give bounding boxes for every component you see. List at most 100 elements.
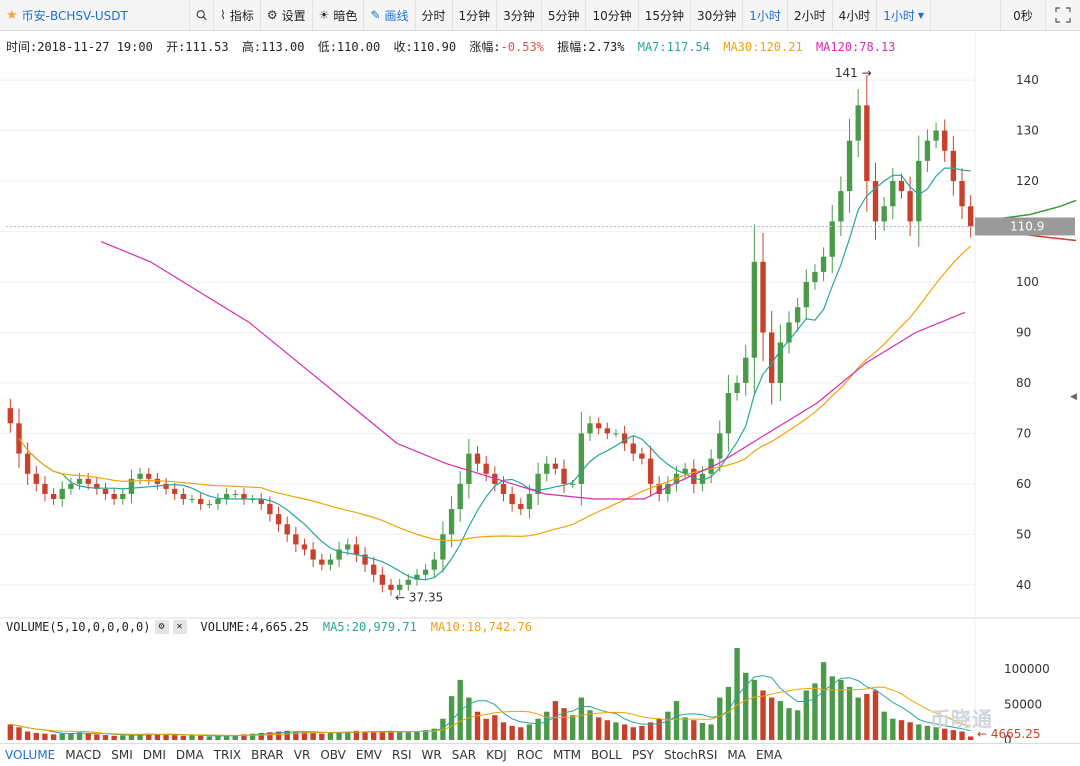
volume-bar — [639, 725, 645, 740]
volume-bar — [42, 733, 48, 740]
info-close: 收:110.90 — [393, 40, 457, 54]
indicator-tab-vr[interactable]: VR — [293, 748, 311, 762]
volume-bar — [544, 711, 550, 740]
indicator-tab-dmi[interactable]: DMI — [142, 748, 166, 762]
search-button[interactable] — [190, 0, 214, 30]
volume-bar — [916, 724, 922, 740]
price-chart[interactable]: 405060708090100110120130140141 →← 37.351… — [0, 30, 1080, 743]
candle-body — [293, 534, 299, 545]
volume-tick-label: 50000 — [1004, 698, 1042, 712]
candle-body — [85, 478, 91, 484]
candle-body — [725, 393, 732, 434]
indicator-tab-wr[interactable]: WR — [421, 748, 442, 762]
candle-body — [907, 191, 913, 222]
candle-body — [829, 221, 835, 257]
indicator-tab-smi[interactable]: SMI — [111, 748, 133, 762]
indicator-tab-psy[interactable]: PSY — [631, 748, 655, 762]
indicator-tab-brar[interactable]: BRAR — [251, 748, 284, 762]
volume-bar — [172, 735, 178, 740]
indicator-tab-kdj[interactable]: KDJ — [486, 748, 507, 762]
symbol-selector[interactable]: ★ 币安-BCHSV-USDT — [0, 0, 190, 30]
dark-mode-button[interactable]: ☀ 暗色 — [313, 0, 365, 30]
volume-bar — [388, 730, 394, 740]
volume-ma10: MA10:18,742.76 — [430, 620, 532, 634]
indicator-tab-ema[interactable]: EMA — [755, 748, 783, 762]
period-label: 3分钟 — [503, 8, 535, 23]
info-amplitude: 振幅:2.73% — [557, 40, 625, 54]
period-1h[interactable]: 1小时 — [743, 0, 788, 30]
indicator-tab-ma[interactable]: MA — [727, 748, 746, 762]
volume-bar — [959, 731, 965, 740]
fullscreen-button[interactable] — [1046, 0, 1080, 30]
volume-close-icon[interactable]: ✕ — [172, 620, 187, 634]
candle-body — [258, 499, 264, 505]
indicator-tab-mtm[interactable]: MTM — [552, 748, 581, 762]
indicator-tab-trix[interactable]: TRIX — [213, 748, 242, 762]
period-3m[interactable]: 3分钟 — [497, 0, 542, 30]
volume-bar — [111, 735, 117, 740]
period-30m[interactable]: 30分钟 — [691, 0, 744, 30]
watermark: 币晓通 — [930, 707, 993, 731]
volume-bar — [215, 736, 221, 740]
indicator-tab-volume[interactable]: VOLUME — [5, 748, 56, 762]
current-price-tag — [975, 217, 1075, 236]
draw-button[interactable]: ✎ 画线 — [364, 0, 416, 30]
dark-mode-label: 暗色 — [333, 8, 358, 23]
expand-arrow-icon[interactable]: ◀ — [1070, 392, 1077, 402]
indicator-tab-rsi[interactable]: RSI — [392, 748, 412, 762]
candle-body — [327, 559, 334, 565]
candle-body — [431, 559, 437, 570]
search-icon — [196, 10, 207, 21]
period-4h[interactable]: 4小时 — [833, 0, 878, 30]
candle-body — [59, 488, 65, 500]
indicator-tab-emv[interactable]: EMV — [355, 748, 383, 762]
settings-button[interactable]: ⚙ 设置 — [261, 0, 313, 30]
current-price-label: 110.9 — [1010, 219, 1044, 233]
star-icon[interactable]: ★ — [6, 7, 18, 23]
candle-body — [33, 473, 39, 484]
countdown-label: 0秒 — [1013, 8, 1033, 23]
indicator-tab-macd[interactable]: MACD — [65, 748, 102, 762]
period-label: 30分钟 — [697, 8, 737, 23]
period-2h[interactable]: 2小时 — [788, 0, 833, 30]
indicator-tab-boll[interactable]: BOLL — [590, 748, 622, 762]
volume-bar — [414, 731, 420, 740]
candle-body — [794, 307, 801, 323]
candle-body — [422, 569, 429, 575]
indicator-tab-obv[interactable]: OBV — [320, 748, 346, 762]
volume-bar — [345, 731, 351, 740]
period-tick[interactable]: 分时 — [416, 0, 453, 30]
volume-bar — [864, 694, 870, 740]
indicator-tab-dma[interactable]: DMA — [175, 748, 204, 762]
volume-bar — [872, 690, 879, 740]
volume-bar — [570, 715, 576, 740]
period-10m[interactable]: 10分钟 — [586, 0, 639, 30]
period-5m[interactable]: 5分钟 — [542, 0, 587, 30]
indicator-tab-sar[interactable]: SAR — [451, 748, 477, 762]
period-dropdown[interactable]: 1小时 ▼ — [877, 0, 932, 30]
candle-body — [881, 206, 887, 222]
candle-body — [838, 191, 844, 222]
indicator-button[interactable]: ⌇ 指标 — [214, 0, 261, 30]
candle-body — [275, 514, 282, 525]
period-1m[interactable]: 1分钟 — [453, 0, 498, 30]
candle-body — [864, 105, 870, 182]
volume-bar — [526, 724, 533, 740]
indicator-tab-roc[interactable]: ROC — [516, 748, 543, 762]
info-change-label: 涨幅: — [469, 40, 501, 54]
y-tick-label: 100 — [1016, 275, 1039, 289]
volume-bar — [50, 734, 57, 740]
indicator-tab-stochrsi[interactable]: StochRSI — [664, 748, 718, 762]
volume-tick-label: 100000 — [1004, 662, 1050, 676]
y-tick-label: 140 — [1016, 73, 1039, 87]
candle-body — [457, 483, 463, 510]
candle-body — [967, 206, 974, 227]
candle-body — [812, 271, 818, 282]
volume-bar — [656, 718, 662, 740]
volume-bar — [561, 708, 567, 740]
candle-body — [959, 181, 965, 207]
candle-body — [846, 140, 853, 192]
volume-bar — [743, 672, 749, 740]
volume-settings-icon[interactable]: ⚙ — [154, 620, 169, 634]
period-15m[interactable]: 15分钟 — [639, 0, 692, 30]
